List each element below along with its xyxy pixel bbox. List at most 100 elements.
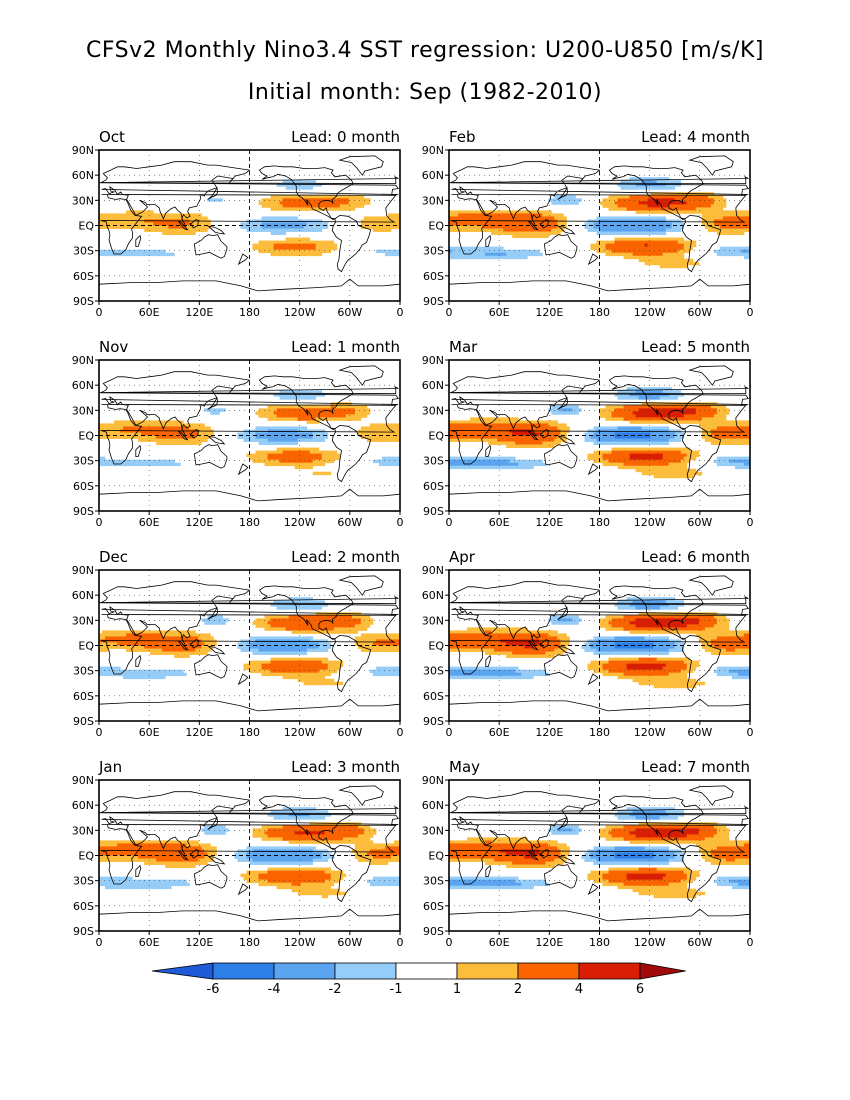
lat-tick-label: 60N	[422, 169, 444, 182]
lat-tick-label: 60S	[73, 900, 94, 913]
lat-tick-label: 90S	[423, 925, 444, 938]
panel-lead-label: Lead: 2 month	[291, 548, 400, 566]
lat-tick-label: 60N	[422, 799, 444, 812]
panel-lead-label: Lead: 4 month	[641, 128, 750, 146]
panel-month-label: Nov	[99, 338, 128, 356]
lat-tick-label: 90S	[73, 715, 94, 728]
lat-tick-label: 90N	[72, 144, 94, 157]
lat-tick-label: 60S	[423, 270, 444, 283]
lon-tick-label: 120E	[185, 516, 213, 529]
lat-tick-label: EQ	[428, 640, 444, 653]
lat-tick-label: 30N	[422, 824, 444, 837]
lon-tick-label: 60E	[139, 306, 160, 319]
lon-tick-label: 60W	[687, 936, 712, 949]
panel-lead-label: Lead: 5 month	[641, 338, 750, 356]
lat-tick-label: 30S	[73, 875, 94, 888]
lat-tick-label: EQ	[78, 430, 94, 443]
panel-month-label: Jan	[98, 758, 122, 776]
panel-lead-label: Lead: 1 month	[291, 338, 400, 356]
lon-tick-label: 0	[397, 306, 404, 319]
lon-tick-label: 60E	[139, 936, 160, 949]
lon-tick-label: 0	[747, 726, 754, 739]
lon-tick-label: 60E	[489, 306, 510, 319]
lat-tick-label: 60S	[73, 270, 94, 283]
lon-tick-label: 60W	[337, 516, 362, 529]
lon-tick-label: 180	[589, 516, 610, 529]
lat-tick-label: 90N	[72, 354, 94, 367]
lat-tick-label: 90S	[423, 715, 444, 728]
lon-tick-label: 0	[446, 516, 453, 529]
lat-tick-label: 60S	[423, 690, 444, 703]
lat-tick-label: 30N	[72, 404, 94, 417]
lon-tick-label: 60E	[489, 516, 510, 529]
lon-tick-label: 180	[589, 936, 610, 949]
lon-tick-label: 60W	[687, 726, 712, 739]
panel-month-label: Feb	[449, 128, 476, 146]
lat-tick-label: 90S	[73, 505, 94, 518]
lat-tick-label: EQ	[428, 850, 444, 863]
lon-tick-label: 120E	[535, 726, 563, 739]
lon-tick-label: 120W	[284, 726, 316, 739]
lat-tick-label: 30S	[423, 875, 444, 888]
lon-tick-label: 120E	[185, 936, 213, 949]
panel-lead-label: Lead: 7 month	[641, 758, 750, 776]
panel-month-label: Dec	[99, 548, 128, 566]
panel-month-label: Oct	[99, 128, 125, 146]
lon-tick-label: 180	[239, 726, 260, 739]
lon-tick-label: 120E	[535, 516, 563, 529]
lon-tick-label: 60W	[337, 306, 362, 319]
lat-tick-label: 60N	[72, 169, 94, 182]
lon-tick-label: 120E	[185, 306, 213, 319]
lat-tick-label: 90N	[422, 774, 444, 787]
lat-tick-label: 90N	[72, 564, 94, 577]
lat-tick-label: 30N	[72, 614, 94, 627]
figure-subtitle: Initial month: Sep (1982-2010)	[247, 80, 603, 105]
lat-tick-label: 30S	[423, 665, 444, 678]
lat-tick-label: EQ	[78, 640, 94, 653]
lon-tick-label: 120W	[634, 936, 666, 949]
lon-tick-label: 120W	[284, 306, 316, 319]
lat-tick-label: 90S	[423, 505, 444, 518]
lon-tick-label: 0	[446, 306, 453, 319]
lon-tick-label: 60E	[139, 516, 160, 529]
lon-tick-label: 60E	[489, 936, 510, 949]
lon-tick-label: 60W	[687, 516, 712, 529]
panel-lead-label: Lead: 6 month	[641, 548, 750, 566]
lat-tick-label: 30N	[72, 194, 94, 207]
lon-tick-label: 180	[239, 936, 260, 949]
lon-tick-label: 120W	[284, 936, 316, 949]
lat-tick-label: 60S	[423, 900, 444, 913]
lat-tick-label: 30N	[72, 824, 94, 837]
panel-month-label: May	[449, 758, 480, 776]
lat-tick-label: 90S	[73, 295, 94, 308]
lon-tick-label: 0	[397, 726, 404, 739]
lon-tick-label: 0	[96, 306, 103, 319]
lat-tick-label: 90S	[73, 925, 94, 938]
lon-tick-label: 120W	[634, 306, 666, 319]
lon-tick-label: 60W	[337, 936, 362, 949]
lat-tick-label: 60N	[72, 379, 94, 392]
lat-tick-label: 60S	[73, 690, 94, 703]
lon-tick-label: 60E	[489, 726, 510, 739]
lon-tick-label: 120W	[284, 516, 316, 529]
lat-tick-label: 60N	[72, 799, 94, 812]
lon-tick-label: 180	[589, 726, 610, 739]
lon-tick-label: 0	[747, 306, 754, 319]
lat-tick-label: 30N	[422, 404, 444, 417]
lon-tick-label: 120W	[634, 516, 666, 529]
lon-tick-label: 0	[397, 936, 404, 949]
lat-tick-label: 30S	[423, 455, 444, 468]
lon-tick-label: 0	[446, 936, 453, 949]
lon-tick-label: 0	[96, 936, 103, 949]
lat-tick-label: EQ	[428, 430, 444, 443]
lon-tick-label: 180	[239, 306, 260, 319]
lon-tick-label: 0	[96, 516, 103, 529]
lon-tick-label: 120E	[535, 936, 563, 949]
lat-tick-label: 30S	[73, 665, 94, 678]
lon-tick-label: 0	[96, 726, 103, 739]
lat-tick-label: 30N	[422, 194, 444, 207]
